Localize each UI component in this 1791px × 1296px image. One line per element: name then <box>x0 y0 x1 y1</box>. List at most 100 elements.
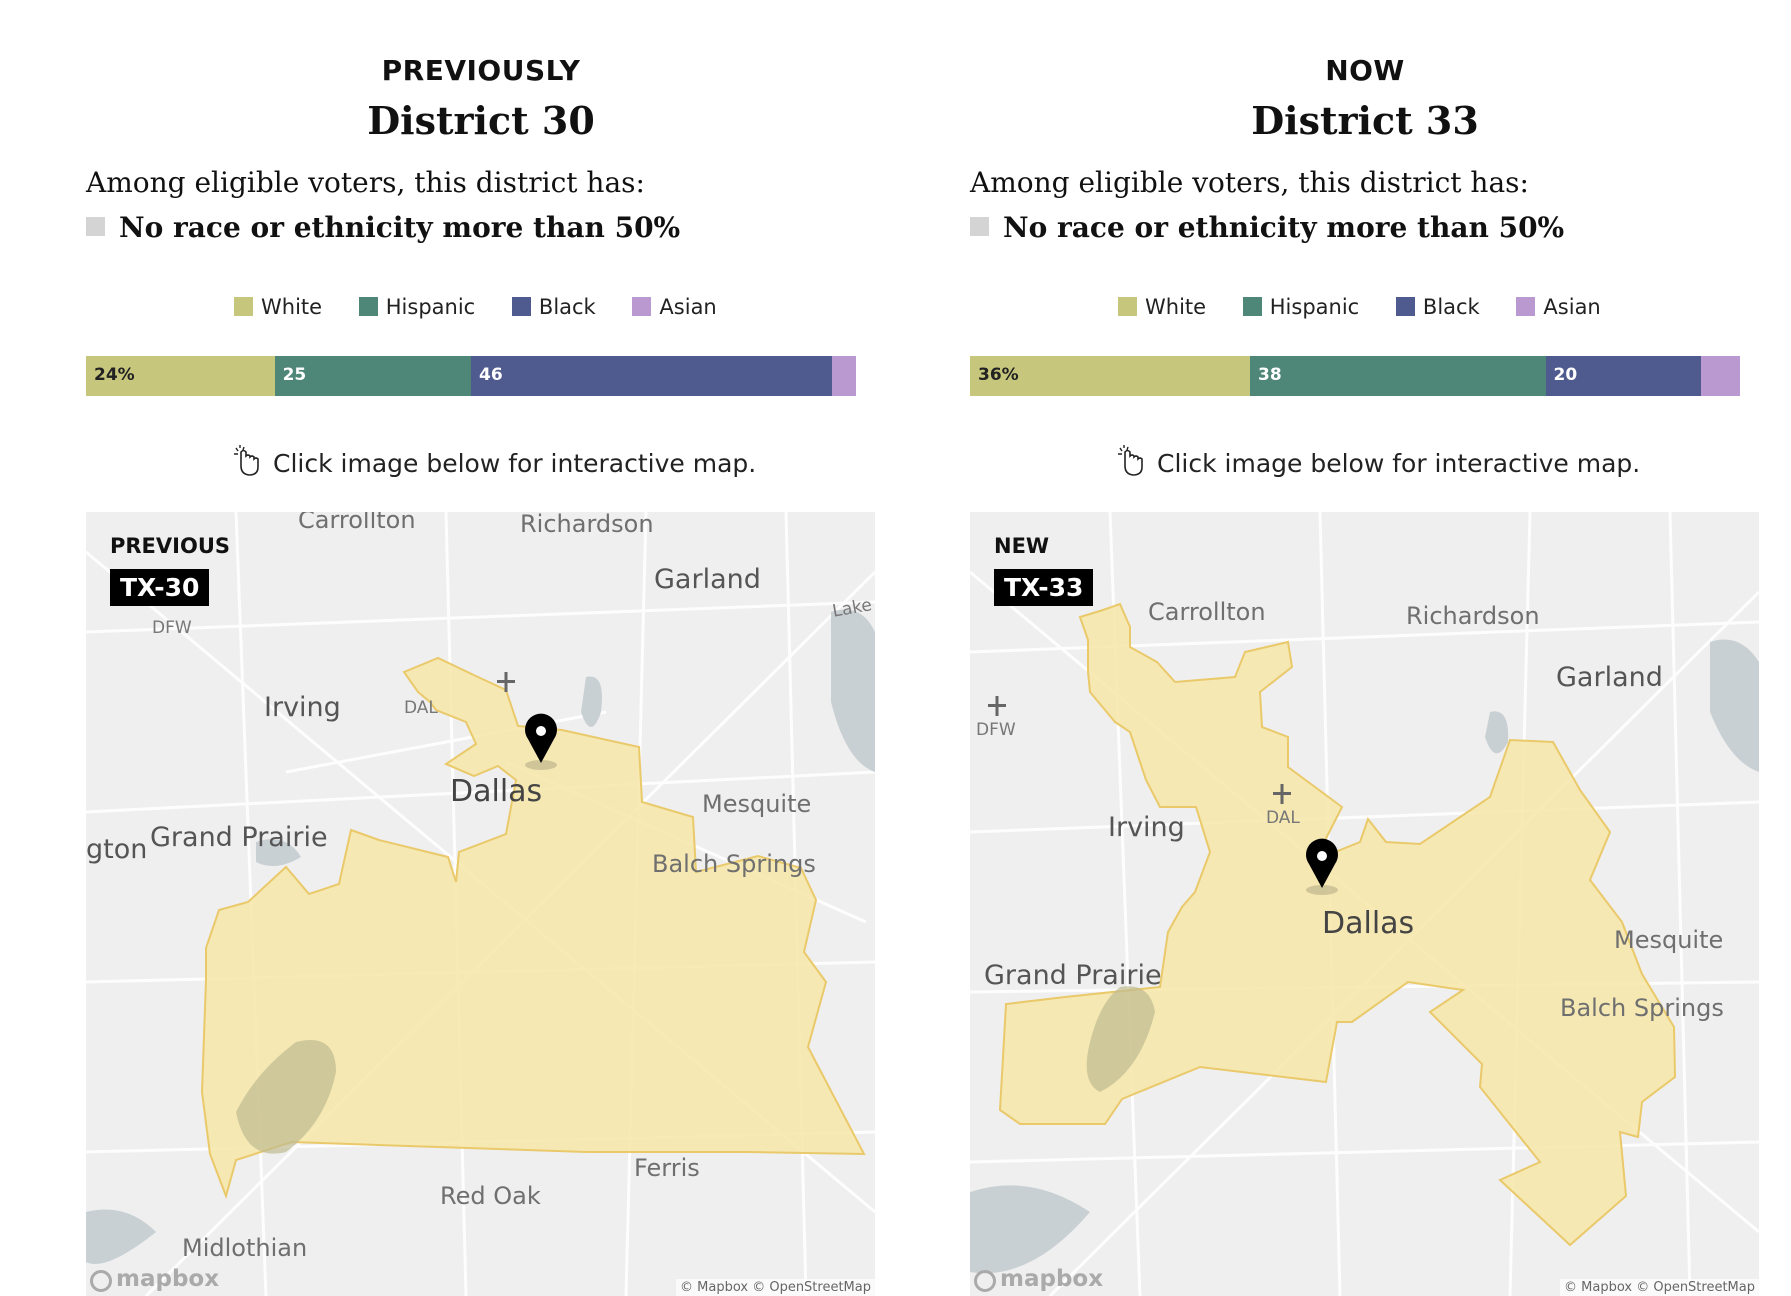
pointer-hand-icon <box>1118 445 1143 476</box>
mapbox-logo[interactable]: mapbox <box>974 1266 1103 1292</box>
mapbox-logo-icon <box>974 1270 996 1292</box>
legend-item-white: White <box>1118 295 1206 319</box>
map-label-garland: Garland <box>654 564 761 595</box>
previous-map-hint: Click image below for interactive map. <box>231 444 756 480</box>
bar-segment-hispanic: 25 <box>274 356 471 396</box>
map-attribution[interactable]: © Mapbox © OpenStreetMap <box>1560 1279 1759 1296</box>
map-label-grand-prairie: Grand Prairie <box>984 960 1162 991</box>
legend-swatch-hispanic <box>1242 297 1262 316</box>
now-district-badge: TX-33 <box>994 569 1094 606</box>
map-label-garland: Garland <box>1556 662 1663 693</box>
legend-label-white: White <box>261 295 323 319</box>
bar-label-white: 36% <box>978 365 1019 385</box>
mapbox-logo-text: mapbox <box>116 1266 220 1292</box>
legend-swatch-black <box>511 297 531 316</box>
tx-30-district-boundary <box>200 656 866 1200</box>
map-label-irving: Irving <box>264 692 341 723</box>
previous-majority-text: No race or ethnicity more than 50% <box>119 211 681 244</box>
legend-label-white: White <box>1145 295 1207 319</box>
mapbox-logo[interactable]: mapbox <box>90 1266 219 1292</box>
legend-label-hispanic: Hispanic <box>1269 295 1360 319</box>
map-label-grand-prairie: Grand Prairie <box>150 822 328 853</box>
previous-hint-text: Click image below for interactive map. <box>273 449 757 478</box>
mapbox-logo-text: mapbox <box>1000 1266 1104 1292</box>
legend-swatch-white <box>234 297 253 316</box>
map-label-mesquite: Mesquite <box>702 790 812 818</box>
legend-swatch-hispanic <box>358 297 378 316</box>
legend-label-black: Black <box>1422 295 1480 319</box>
bar-segment-hispanic: 38 <box>1250 356 1546 396</box>
map-label-dallas: Dallas <box>1322 906 1415 941</box>
bar-label-black: 20 <box>1553 365 1578 385</box>
map-label-balch-springs: Balch Springs <box>1560 994 1724 1022</box>
bar-label-hispanic: 25 <box>282 365 307 385</box>
bar-segment-black: 20 <box>1545 356 1702 396</box>
now-map-hint: Click image below for interactive map. <box>1115 444 1640 480</box>
map-label-ferris: Ferris <box>634 1154 700 1182</box>
map-attribution[interactable]: © Mapbox © OpenStreetMap <box>676 1279 875 1296</box>
legend-label-black: Black <box>538 295 596 319</box>
map-label-carrollton: Carrollton <box>1148 598 1266 626</box>
now-eyebrow: NOW <box>1325 54 1405 87</box>
bar-segment-white: 24% <box>86 356 275 396</box>
map-label-carrollton: Carrollton <box>298 512 416 534</box>
previous-map-basemap <box>86 512 875 1296</box>
previous-badge-caption: PREVIOUS <box>110 534 231 558</box>
bar-label-white: 24% <box>94 365 135 385</box>
mapbox-logo-icon <box>90 1270 112 1292</box>
legend-swatch-asian <box>1516 297 1536 316</box>
bar-segment-asian <box>832 356 856 396</box>
map-label-balch-springs: Balch Springs <box>652 850 816 878</box>
legend-label-hispanic: Hispanic <box>385 295 476 319</box>
legend-item-asian: Asian <box>1516 295 1601 319</box>
legend-item-hispanic: Hispanic <box>358 295 476 319</box>
map-label-dal: DAL <box>404 698 438 718</box>
legend-swatch-white <box>1118 297 1137 316</box>
airport-icon <box>1273 784 1291 804</box>
airport-icon <box>497 672 515 692</box>
previous-majority-status: No race or ethnicity more than 50% <box>86 211 680 244</box>
now-hint-text: Click image below for interactive map. <box>1157 449 1641 478</box>
tx-33-district-boundary <box>998 602 1677 1247</box>
bar-segment-black: 46 <box>470 356 833 396</box>
no-majority-swatch <box>86 217 105 236</box>
legend-item-asian: Asian <box>632 295 717 319</box>
bar-segment-white: 36% <box>970 356 1250 396</box>
no-majority-swatch <box>970 217 989 236</box>
map-label-mesquite: Mesquite <box>1614 926 1724 954</box>
now-among-text: Among eligible voters, this district has… <box>970 166 1529 199</box>
previous-district-map[interactable]: Carrollton Richardson Garland Lake Hubb … <box>86 512 875 1296</box>
legend-label-asian: Asian <box>659 295 717 319</box>
location-pin-icon <box>525 713 557 770</box>
now-district-map[interactable]: Carrollton Richardson Garland DFW Irving… <box>970 512 1759 1296</box>
bar-label-black: 46 <box>478 365 503 385</box>
now-majority-text: No race or ethnicity more than 50% <box>1003 211 1565 244</box>
legend-swatch-asian <box>632 297 652 316</box>
now-district-title: District 33 <box>1251 98 1479 143</box>
legend-item-hispanic: Hispanic <box>1242 295 1360 319</box>
legend-swatch-black <box>1395 297 1415 316</box>
legend-item-black: Black <box>511 295 596 319</box>
previous-demographic-bar: 24% 25 46 <box>86 356 856 396</box>
previous-district-panel: PREVIOUSLY District 30 Among eligible vo… <box>86 0 876 1296</box>
map-label-richardson: Richardson <box>520 512 654 538</box>
pointer-hand-icon <box>234 445 259 476</box>
legend-item-white: White <box>234 295 322 319</box>
previous-eyebrow: PREVIOUSLY <box>381 54 581 87</box>
map-label-midlothian: Midlothian <box>182 1234 308 1262</box>
map-label-irving: Irving <box>1108 812 1185 843</box>
previous-among-text: Among eligible voters, this district has… <box>86 166 645 199</box>
map-label-dfw: DFW <box>976 720 1016 740</box>
legend-label-asian: Asian <box>1543 295 1601 319</box>
map-label-dallas: Dallas <box>450 774 543 809</box>
now-map-basemap <box>970 512 1759 1296</box>
airport-icon <box>988 696 1006 716</box>
now-badge-caption: NEW <box>994 534 1050 558</box>
map-label-dal: DAL <box>1266 808 1300 828</box>
bar-label-hispanic: 38 <box>1258 365 1282 385</box>
map-label-richardson: Richardson <box>1406 602 1540 630</box>
bar-segment-asian <box>1701 356 1740 396</box>
current-district-panel: NOW District 33 Among eligible voters, t… <box>970 0 1760 1296</box>
now-demographic-bar: 36% 38 20 <box>970 356 1740 396</box>
previous-district-title: District 30 <box>367 98 595 143</box>
